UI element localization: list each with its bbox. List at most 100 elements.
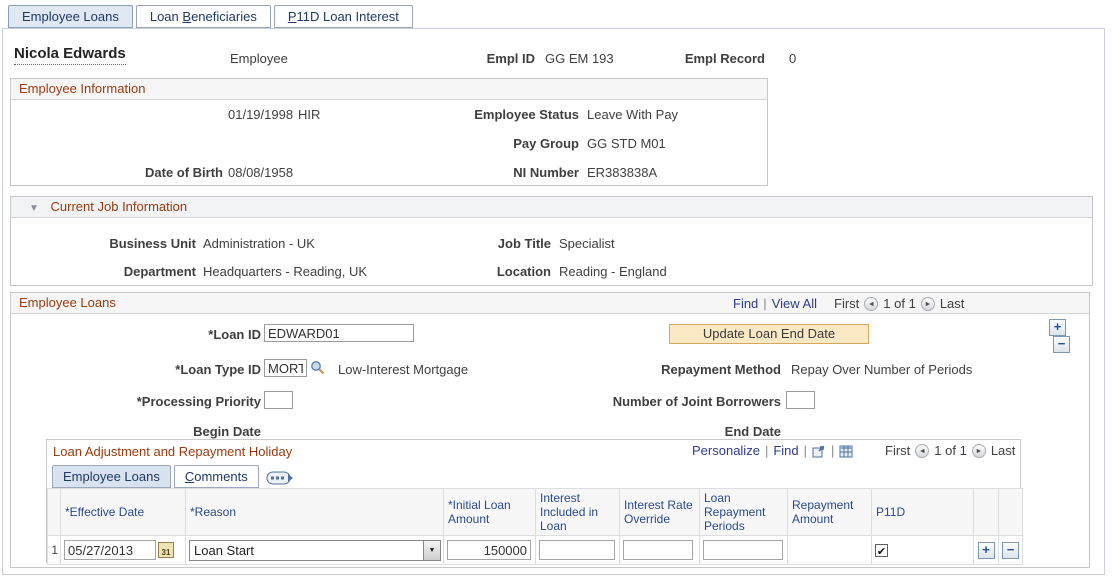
hire-action-value: HIR xyxy=(298,107,321,122)
current-job-information-box: ▼ Current Job Information Business Unit … xyxy=(10,196,1093,286)
lookup-icon[interactable] xyxy=(310,359,325,375)
download-grid-icon[interactable] xyxy=(839,443,853,458)
joint-borrowers-input[interactable] xyxy=(786,391,815,409)
interest-included-input[interactable] xyxy=(539,540,615,560)
col-add xyxy=(973,488,999,536)
tab-p11d-loan-interest[interactable]: P11D Loan Interest xyxy=(273,5,413,28)
zoom-popup-icon[interactable] xyxy=(812,443,826,458)
date-of-birth-value: 08/08/1958 xyxy=(228,165,294,180)
tab-accesskey: P xyxy=(287,9,297,24)
loan-id-label: *Loan ID xyxy=(208,327,261,342)
tab-accesskey: C xyxy=(184,469,195,484)
check-icon: ✔ xyxy=(876,545,887,558)
grid-page-nav: First ◄ 1 of 1 ► Last xyxy=(885,443,1015,458)
delete-loan-button[interactable]: − xyxy=(1053,336,1070,353)
personalize-link[interactable]: Personalize xyxy=(692,443,760,459)
grid-previous-icon[interactable]: ◄ xyxy=(915,443,930,458)
tab-label: Employee Loans xyxy=(22,9,119,24)
tab-label: eneficiaries xyxy=(191,9,257,24)
reason-select[interactable]: Loan Start ▼ xyxy=(189,539,441,561)
location-label: Location xyxy=(496,264,551,279)
employee-loans-box: Employee Loans Find | View All First ◄ 1… xyxy=(10,292,1090,568)
page-counter: 1 of 1 xyxy=(883,296,916,311)
collapse-triangle-icon[interactable]: ▼ xyxy=(29,203,39,214)
repayment-amount-cell xyxy=(787,535,872,565)
grid-find-link[interactable]: Find xyxy=(773,443,799,459)
tab-label: Loan xyxy=(149,9,183,24)
grid-toolbar: Personalize | Find | | xyxy=(692,443,853,458)
interest-rate-override-cell xyxy=(619,535,700,565)
reason-cell: Loan Start ▼ xyxy=(185,535,444,565)
effective-date-input[interactable] xyxy=(64,540,156,560)
col-interest-rate-override: Interest Rate Override xyxy=(619,488,700,536)
loan-repayment-periods-cell xyxy=(699,535,788,565)
job-title-label: Job Title xyxy=(497,236,551,251)
show-all-columns-icon[interactable] xyxy=(266,469,294,486)
loan-repayment-periods-input[interactable] xyxy=(703,540,783,560)
employee-information-title: Employee Information xyxy=(19,81,146,96)
find-viewall-bar: Find | View All xyxy=(733,296,817,311)
tab-loan-beneficiaries[interactable]: Loan Beneficiaries xyxy=(135,5,271,28)
processing-priority-input[interactable] xyxy=(264,391,293,409)
add-cell: + xyxy=(973,535,999,565)
current-job-header[interactable]: ▼ Current Job Information xyxy=(11,197,1092,218)
employee-name: Nicola Edwards xyxy=(14,45,126,65)
department-label: Department xyxy=(123,264,196,279)
col-delete xyxy=(998,488,1023,536)
empl-record-label: Empl Record xyxy=(684,51,765,66)
previous-row-icon[interactable]: ◄ xyxy=(864,296,879,311)
grid-first-link[interactable]: First xyxy=(885,443,911,458)
row-number: 1 xyxy=(47,535,61,565)
first-link[interactable]: First xyxy=(834,296,860,311)
delete-row-button[interactable]: − xyxy=(1002,541,1019,559)
col-effective-date: *Effective Date xyxy=(60,488,186,536)
tab-employee-loans[interactable]: Employee Loans xyxy=(8,5,133,28)
loan-type-description: Low-Interest Mortgage xyxy=(338,362,469,377)
empl-id-value: GG EM 193 xyxy=(545,51,614,66)
effective-date-cell xyxy=(60,535,186,565)
p11d-checkbox[interactable]: ✔ xyxy=(875,543,888,558)
col-repayment-amount: Repayment Amount xyxy=(787,488,872,536)
begin-date-label: Begin Date xyxy=(193,424,261,439)
reason-select-value: Loan Start xyxy=(194,542,254,558)
next-row-icon[interactable]: ► xyxy=(920,296,935,311)
update-loan-end-date-button[interactable]: Update Loan End Date xyxy=(669,324,869,344)
empl-record-value: 0 xyxy=(789,51,797,66)
calendar-icon[interactable] xyxy=(158,542,174,558)
date-of-birth-label: Date of Birth xyxy=(145,165,223,180)
interest-rate-override-input[interactable] xyxy=(623,540,693,560)
separator: | xyxy=(764,443,769,459)
col-loan-repayment-periods: Loan Repayment Periods xyxy=(699,488,788,536)
add-loan-button[interactable]: + xyxy=(1049,319,1066,336)
end-date-label: End Date xyxy=(724,424,781,439)
grid-last-link[interactable]: Last xyxy=(990,443,1016,458)
find-link[interactable]: Find xyxy=(733,296,759,311)
view-all-link[interactable]: View All xyxy=(771,296,817,311)
separator: | xyxy=(803,443,808,459)
grid-tab-comments[interactable]: Comments xyxy=(173,465,259,488)
page-tabbar: Employee Loans Loan Beneficiaries P11D L… xyxy=(8,5,413,28)
delete-cell: − xyxy=(998,535,1023,565)
ni-number-value: ER383838A xyxy=(587,165,658,180)
empl-id-label: Empl ID xyxy=(486,51,535,66)
initial-loan-amount-input[interactable] xyxy=(447,540,531,560)
tab-accesskey: B xyxy=(182,9,192,24)
add-row-button[interactable]: + xyxy=(977,541,995,559)
last-link[interactable]: Last xyxy=(939,296,965,311)
grid-page-counter: 1 of 1 xyxy=(934,443,967,458)
grid-tabbar: Employee Loans Comments xyxy=(52,465,294,488)
employee-loans-header: Employee Loans xyxy=(11,293,1089,314)
grid-next-icon[interactable]: ► xyxy=(971,443,986,458)
interest-included-cell xyxy=(535,535,620,565)
loan-row-actions: + − xyxy=(1049,319,1089,353)
loan-id-input[interactable] xyxy=(264,324,414,342)
repayment-method-value: Repay Over Number of Periods xyxy=(791,362,973,377)
separator: | xyxy=(763,296,767,311)
tab-label: omments xyxy=(194,469,248,484)
loan-type-input[interactable] xyxy=(264,359,307,377)
p11d-cell: ✔ xyxy=(871,535,974,565)
col-initial-loan-amount: *Initial Loan Amount xyxy=(443,488,536,536)
separator: | xyxy=(831,443,835,459)
grid-tab-employee-loans[interactable]: Employee Loans xyxy=(52,465,171,488)
